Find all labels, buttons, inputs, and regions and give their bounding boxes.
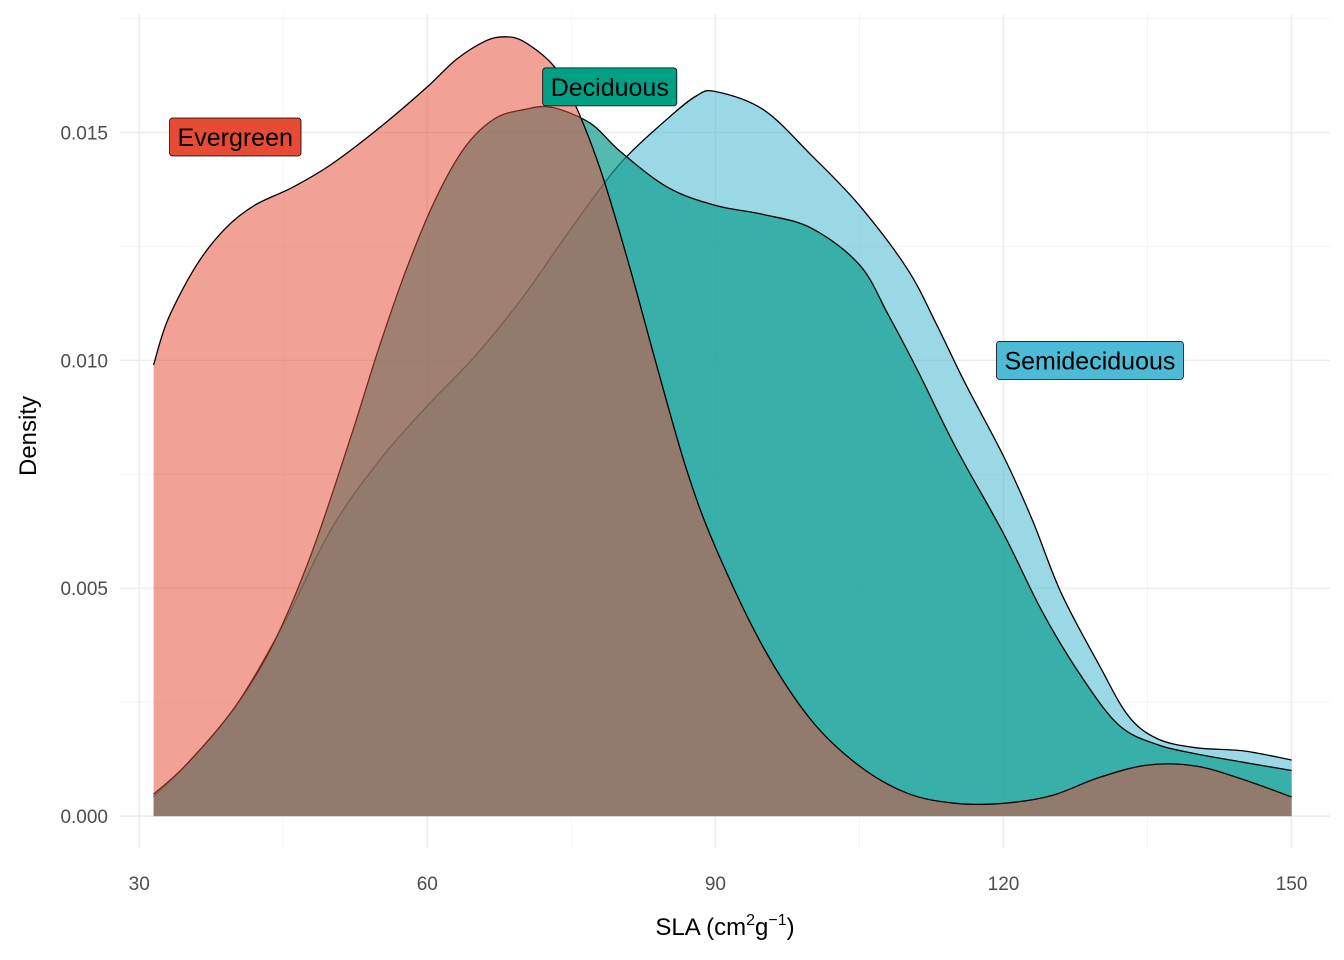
x-tick-label: 30 [129,874,150,895]
y-tick-label: 0.005 [60,579,108,600]
evergreen-label: Evergreen [169,117,302,157]
evergreen-density-line [152,36,1292,806]
y-axis-title: Density [15,396,42,476]
density-areas [152,36,1292,817]
x-tick-label: 150 [1276,874,1308,895]
y-tick-label: 0.015 [60,123,108,144]
deciduous-label: Deciduous [542,67,678,107]
evergreen-density-fill [153,36,1292,817]
x-tick-label: 90 [705,874,726,895]
semideciduous-label: Semideciduous [996,340,1184,380]
x-tick-label: 120 [988,874,1020,895]
semideciduous-label-box [996,340,1184,380]
y-tick-label: 0.010 [60,351,108,372]
axis-ticks: 30 60 90 120 150 0.000 0.005 0.010 0.015 [60,123,1307,895]
semideciduous-label-text: Semideciduous [1004,347,1175,375]
group-labels: Semideciduous Deciduous Evergreen [169,67,1184,380]
evergreen-label-text: Evergreen [178,124,293,152]
evergreen-label-box [169,117,302,157]
x-tick-label: 60 [417,874,438,895]
y-tick-label: 0.000 [60,807,108,828]
x-axis-title: SLA (cm2g−1) [655,912,794,941]
deciduous-label-box [542,67,678,107]
deciduous-label-text: Deciduous [551,74,669,102]
